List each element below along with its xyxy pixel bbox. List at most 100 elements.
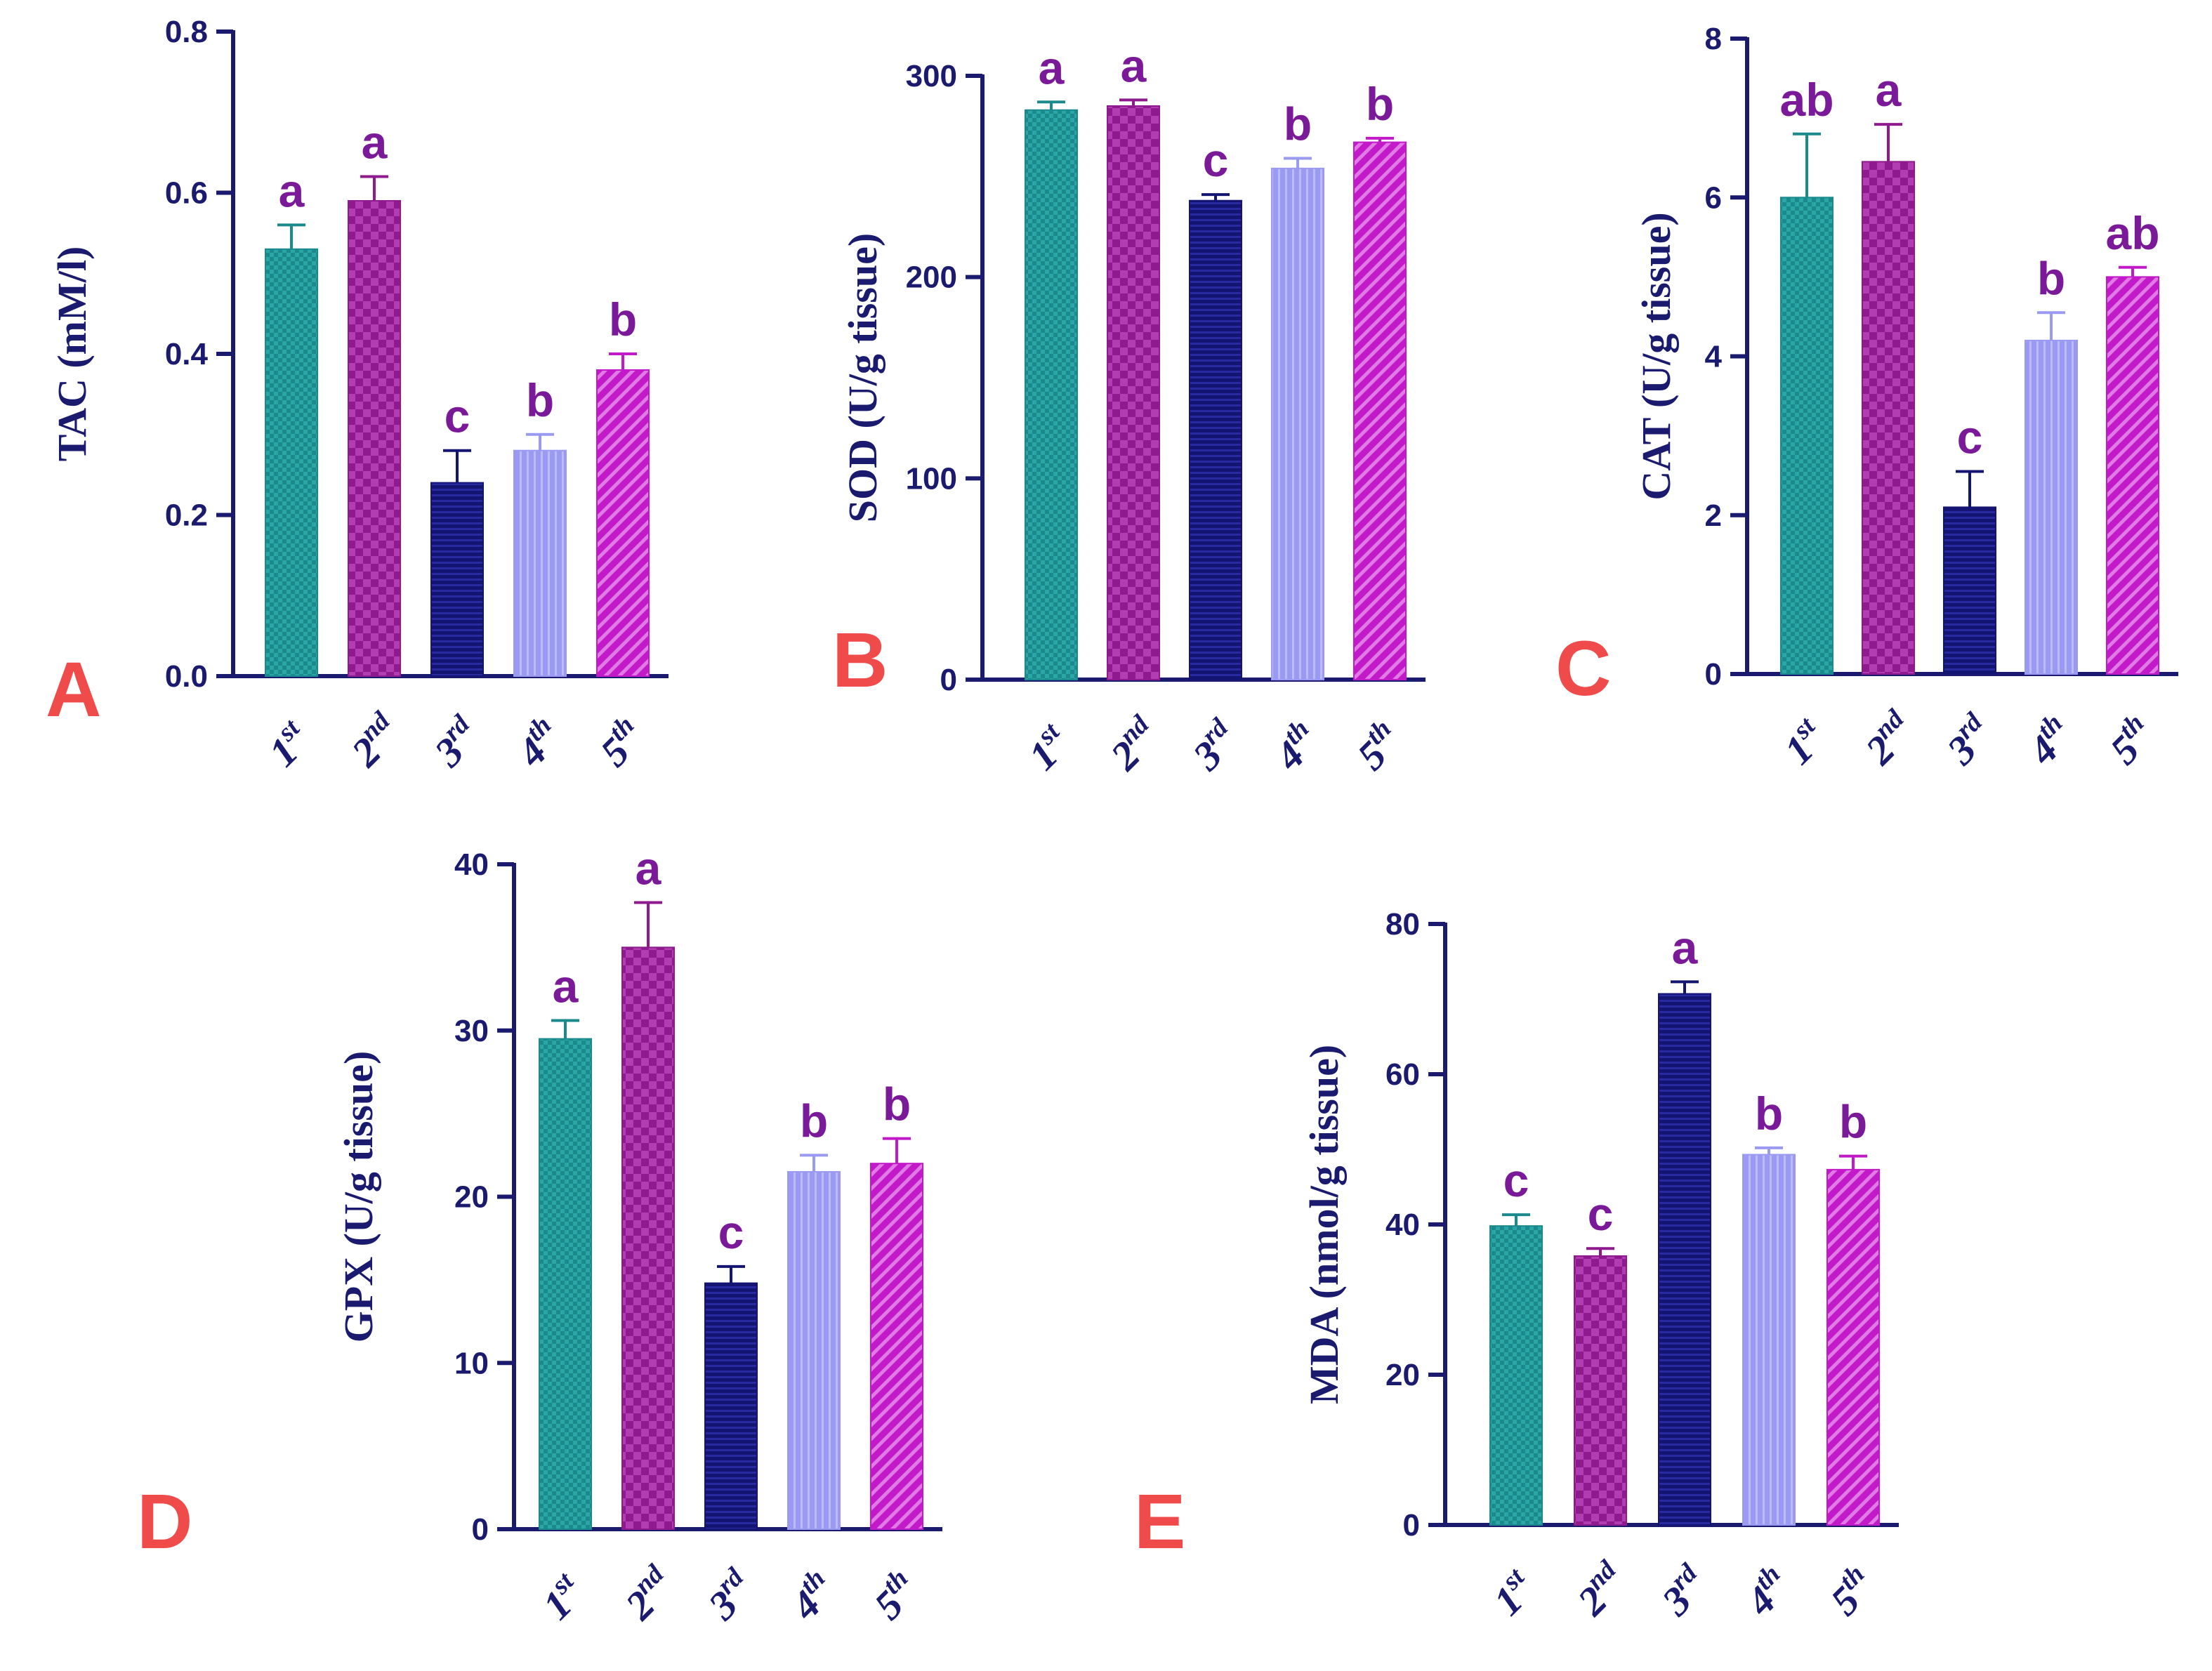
y-tick-label: 2 [1705, 498, 1722, 533]
y-tick-label: 0 [940, 663, 957, 697]
bar [1862, 161, 1915, 675]
y-tick-label: 0 [1403, 1508, 1420, 1543]
bar [1107, 105, 1160, 680]
y-tick-label: 20 [1385, 1358, 1420, 1392]
y-tick-label: 0 [472, 1512, 489, 1547]
bar [1826, 1168, 1880, 1526]
significance-letter: a [1039, 41, 1065, 93]
category-label: 4th [1734, 1559, 1800, 1625]
significance-letter: b [609, 293, 637, 345]
category-label: 3rd [1650, 1558, 1717, 1625]
chart-panel-c: 0 2 4 6 8 CAT (U/g tissue) ab 1st a 2nd c 3rd b 4th ab… [1555, 22, 2178, 774]
chart-panel-b: 0 100 200 300 SOD (U/g tissue) a 1st a 2nd c 3rd b 4… [832, 39, 1426, 779]
bar [621, 946, 675, 1530]
bar [1742, 1154, 1796, 1526]
significance-letter: a [636, 842, 662, 894]
category-label: 5th [1819, 1559, 1884, 1624]
y-tick-label: 80 [1385, 907, 1420, 942]
category-label: 1st [1482, 1561, 1545, 1624]
y-tick-label: 0.6 [165, 176, 208, 211]
significance-letter: a [1672, 921, 1699, 973]
y-axis-title: SOD (U/g tissue) [840, 233, 886, 522]
category-label: 2nd [1099, 709, 1169, 779]
significance-letter: a [1876, 64, 1902, 116]
category-label: 1st [258, 713, 320, 775]
category-label: 5th [2099, 708, 2164, 773]
significance-letter: b [1284, 98, 1312, 150]
chart-panel-a: 0.0 0.2 0.4 0.6 0.8 TAC (mM/l) a 1st a 2nd c 3rd b 4t… [46, 15, 669, 776]
bar [1489, 1225, 1543, 1526]
y-tick-label: 10 [454, 1346, 489, 1380]
chart-panel-d: 0 10 20 30 40 GPX (U/g tissue) a 1st a 2nd c 3rd b 4t… [137, 842, 942, 1629]
significance-letter: b [883, 1078, 911, 1130]
category-label: 4th [2017, 708, 2082, 774]
category-label: 1st [532, 1566, 594, 1628]
y-tick-label: 6 [1705, 180, 1722, 215]
category-label: 1st [1018, 716, 1080, 779]
significance-letter: c [1503, 1154, 1529, 1206]
significance-letter: a [1121, 39, 1147, 91]
panel-label: D [137, 1479, 192, 1565]
significance-letter: a [362, 117, 388, 169]
significance-letter: a [553, 960, 579, 1012]
category-label: 3rd [697, 1562, 763, 1629]
category-label: 1st [1773, 711, 1836, 773]
category-label: 5th [1346, 714, 1411, 779]
category-label: 5th [589, 711, 654, 775]
y-tick-label: 4 [1705, 340, 1723, 374]
y-tick-label: 300 [906, 59, 957, 93]
significance-letter: c [718, 1206, 744, 1258]
y-tick-label: 0.0 [165, 659, 208, 694]
panel-label: C [1555, 626, 1611, 712]
bar [1353, 141, 1407, 681]
category-label: 4th [1263, 714, 1329, 779]
bar [1025, 109, 1078, 680]
category-label: 2nd [1566, 1554, 1636, 1625]
bar [787, 1170, 841, 1531]
category-label: 5th [863, 1564, 928, 1628]
y-tick-label: 40 [1385, 1208, 1420, 1242]
y-tick-label: 200 [906, 260, 957, 295]
bar [430, 482, 484, 677]
category-label: 4th [779, 1564, 845, 1629]
significance-letter: b [2037, 252, 2065, 304]
significance-letter: b [1839, 1096, 1867, 1148]
category-label: 2nd [1854, 704, 1924, 774]
y-tick-label: 0.8 [165, 15, 208, 49]
bar [513, 449, 567, 677]
bar [1189, 199, 1242, 680]
category-label: 2nd [614, 1559, 684, 1629]
y-tick-label: 0.2 [165, 498, 208, 533]
bar [1271, 167, 1324, 681]
y-axis-title: MDA (nmol/g tissue) [1301, 1045, 1347, 1404]
significance-letter: c [1957, 411, 1983, 463]
bar [1943, 506, 1996, 675]
bar [596, 369, 650, 677]
significance-letter: ab [2105, 207, 2159, 259]
panel-label: A [46, 647, 101, 733]
y-tick-label: 0 [1705, 657, 1722, 692]
significance-letter: c [1203, 134, 1229, 186]
bar [704, 1282, 758, 1530]
y-axis-title: GPX (U/g tissue) [336, 1051, 381, 1343]
category-label: 3rd [1181, 713, 1248, 779]
y-tick-label: 30 [454, 1014, 489, 1048]
significance-letter: b [1366, 78, 1394, 130]
significance-letter: b [1755, 1088, 1783, 1140]
significance-letter: c [445, 390, 470, 442]
category-label: 3rd [1935, 707, 2002, 774]
significance-letter: ab [1779, 74, 1834, 126]
y-tick-label: 60 [1385, 1057, 1420, 1092]
y-tick-label: 40 [454, 847, 489, 882]
y-tick-label: 8 [1705, 22, 1722, 56]
y-axis-title: CAT (U/g tissue) [1633, 212, 1679, 500]
bar [2106, 276, 2159, 675]
y-tick-label: 0.4 [165, 337, 209, 371]
significance-letter: a [279, 164, 305, 216]
panel-label: E [1134, 1479, 1185, 1565]
significance-letter: b [800, 1095, 828, 1147]
category-label: 3rd [423, 709, 489, 776]
significance-letter: b [526, 374, 554, 426]
bar [1658, 993, 1711, 1526]
